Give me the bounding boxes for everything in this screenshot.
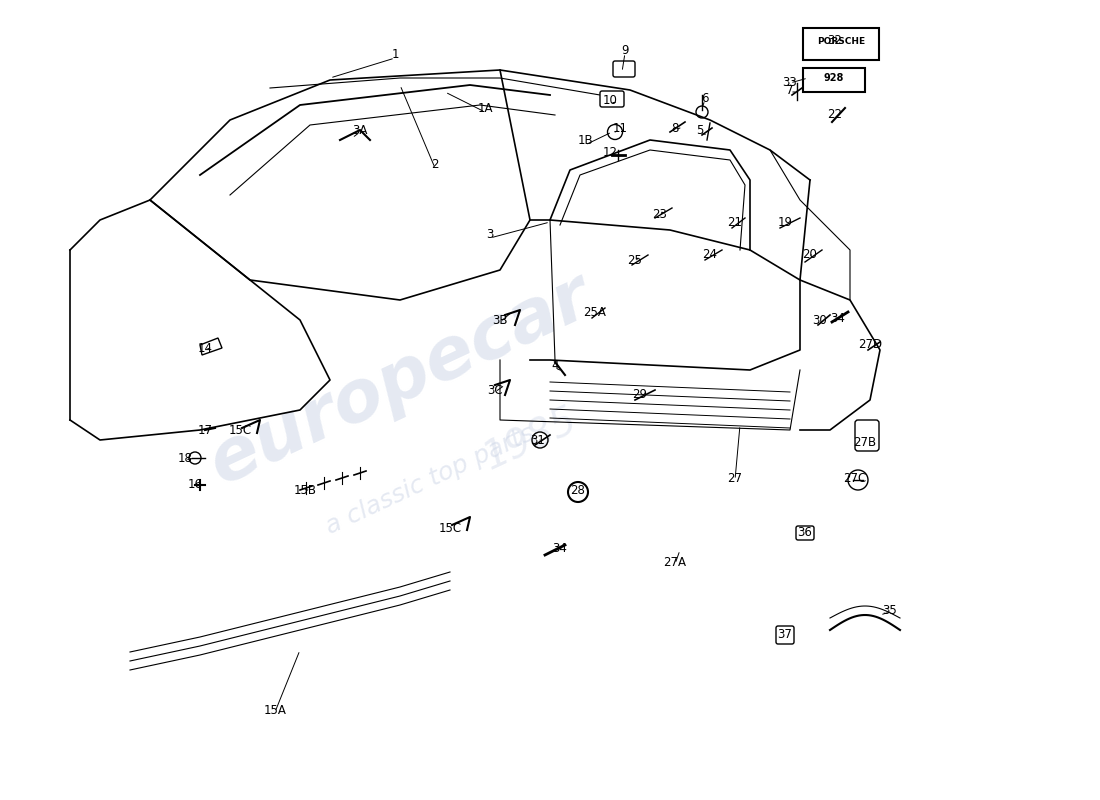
Text: 27D: 27D [858, 338, 882, 351]
Text: 10: 10 [603, 94, 617, 106]
Text: a classic top parts: a classic top parts [322, 421, 538, 539]
Text: 19: 19 [778, 215, 792, 229]
Text: 27B: 27B [854, 435, 877, 449]
Text: 928: 928 [824, 73, 844, 83]
Text: 37: 37 [778, 629, 792, 642]
Text: 25A: 25A [584, 306, 606, 318]
Text: PORSCHE: PORSCHE [817, 38, 865, 46]
FancyBboxPatch shape [600, 91, 624, 107]
Text: 25: 25 [628, 254, 642, 266]
Text: 35: 35 [882, 603, 898, 617]
FancyBboxPatch shape [776, 626, 794, 644]
Text: 3: 3 [486, 229, 494, 242]
Text: 28: 28 [571, 483, 585, 497]
Text: 15C: 15C [229, 423, 252, 437]
Text: 2: 2 [431, 158, 439, 171]
Text: 1: 1 [392, 49, 398, 62]
Text: 18: 18 [177, 451, 192, 465]
Text: 21: 21 [727, 215, 742, 229]
Text: 4: 4 [551, 358, 559, 371]
Text: 22: 22 [827, 109, 843, 122]
Text: 30: 30 [813, 314, 827, 326]
Text: 8: 8 [671, 122, 679, 134]
Text: 27C: 27C [844, 471, 867, 485]
Text: 20: 20 [803, 249, 817, 262]
Text: 3A: 3A [352, 123, 367, 137]
Text: 7: 7 [786, 83, 794, 97]
Text: 16: 16 [187, 478, 202, 491]
FancyBboxPatch shape [803, 68, 865, 92]
Text: 12: 12 [603, 146, 617, 158]
Text: 27: 27 [727, 471, 742, 485]
Text: 3B: 3B [493, 314, 508, 326]
Text: 32: 32 [827, 34, 843, 46]
Text: 11: 11 [613, 122, 627, 134]
Text: 9: 9 [621, 43, 629, 57]
FancyBboxPatch shape [796, 526, 814, 540]
Text: 24: 24 [703, 249, 717, 262]
Text: europecar: europecar [198, 262, 602, 498]
FancyBboxPatch shape [803, 28, 879, 60]
Text: 1A: 1A [477, 102, 493, 114]
Text: 23: 23 [652, 209, 668, 222]
Text: 15B: 15B [294, 483, 317, 497]
Text: 36: 36 [798, 526, 813, 538]
Text: 34: 34 [830, 311, 846, 325]
FancyBboxPatch shape [613, 61, 635, 77]
FancyBboxPatch shape [855, 420, 879, 451]
Text: 17: 17 [198, 423, 212, 437]
Text: 14: 14 [198, 342, 212, 354]
Text: 15C: 15C [439, 522, 462, 534]
Text: 27A: 27A [663, 555, 686, 569]
Text: 34: 34 [552, 542, 568, 554]
Text: 1B: 1B [578, 134, 593, 146]
Text: 3C: 3C [487, 383, 503, 397]
Text: 6: 6 [702, 91, 708, 105]
Text: 1985: 1985 [477, 402, 583, 478]
Text: 5: 5 [696, 123, 704, 137]
Text: 33: 33 [782, 75, 797, 89]
Text: 15A: 15A [264, 703, 286, 717]
Text: 31: 31 [530, 434, 546, 446]
Text: 29: 29 [632, 389, 648, 402]
